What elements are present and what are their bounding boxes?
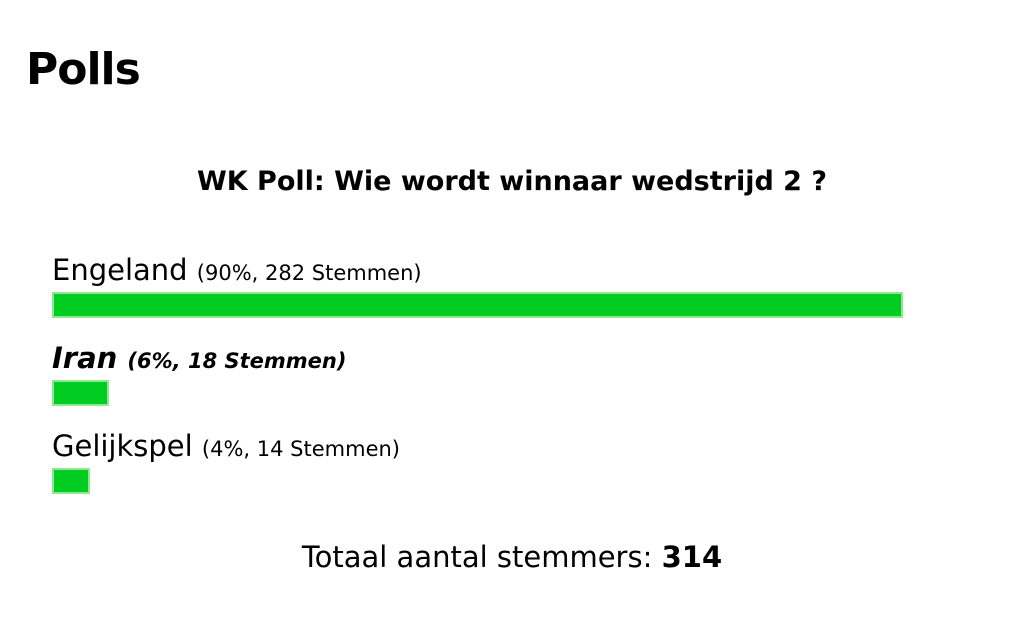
- option-name: Engeland: [52, 253, 188, 287]
- page-title: Polls: [26, 44, 141, 95]
- total-label: Totaal aantal stemmers:: [301, 540, 653, 574]
- bar: [52, 292, 903, 318]
- option-detail: (90%, 282 Stemmen): [196, 261, 422, 285]
- bar-track: [52, 292, 1002, 338]
- bar-track: [52, 468, 1002, 514]
- option-label: Iran (6%, 18 Stemmen): [52, 338, 1002, 378]
- poll-question: WK Poll: Wie wordt winnaar wedstrijd 2 ?: [196, 166, 828, 197]
- bar: [52, 468, 90, 494]
- option-detail: (4%, 14 Stemmen): [201, 437, 400, 461]
- bar-track: [52, 380, 1002, 426]
- option-name: Gelijkspel: [52, 429, 193, 463]
- option-label: Gelijkspel (4%, 14 Stemmen): [52, 426, 1002, 466]
- option-name: Iran: [52, 341, 118, 375]
- total-value: 314: [661, 540, 723, 574]
- bar: [52, 380, 109, 406]
- option-label: Engeland (90%, 282 Stemmen): [52, 250, 1002, 290]
- poll-total: Totaal aantal stemmers: 314: [0, 540, 1024, 574]
- poll-options: Engeland (90%, 282 Stemmen) Iran (6%, 18 …: [52, 250, 1002, 514]
- option-detail: (6%, 18 Stemmen): [127, 349, 347, 373]
